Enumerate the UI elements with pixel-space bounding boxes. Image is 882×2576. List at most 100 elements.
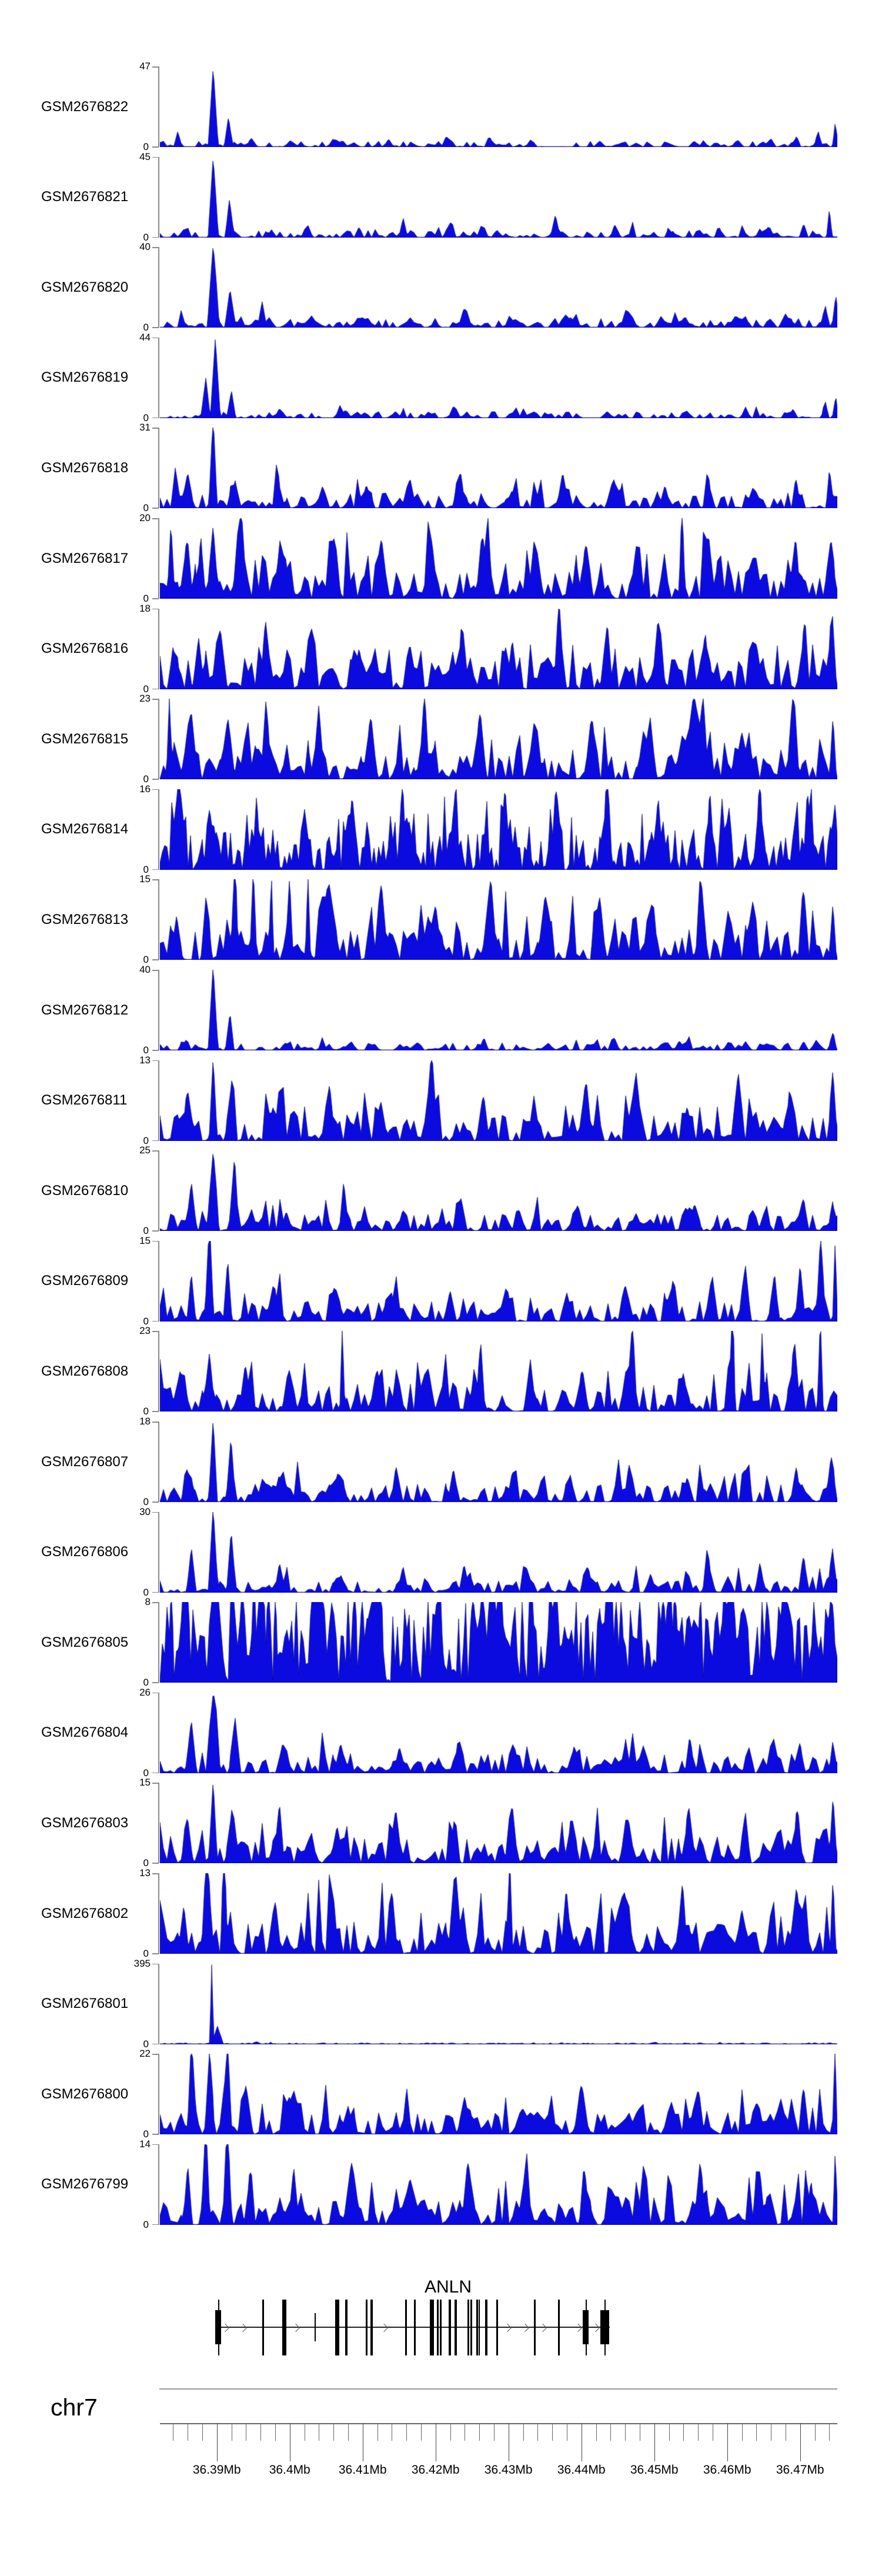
y-axis-top-tick bbox=[152, 1331, 159, 1332]
ruler-minor-tick bbox=[741, 2423, 743, 2441]
ruler-minor-tick bbox=[814, 2423, 816, 2441]
y-axis-top-tick bbox=[152, 1150, 159, 1152]
y-axis-line bbox=[158, 1963, 159, 2044]
y-axis-zero-label: 0 bbox=[143, 2218, 149, 2230]
y-axis-bottom-tick bbox=[152, 508, 159, 509]
y-axis-top-tick bbox=[152, 518, 159, 519]
y-axis-bottom-tick bbox=[152, 1320, 159, 1322]
y-axis-bottom-tick bbox=[152, 2224, 159, 2225]
ruler-minor-tick bbox=[610, 2423, 612, 2441]
y-axis-line bbox=[158, 789, 159, 870]
coverage-signal bbox=[160, 879, 837, 960]
y-axis-top-tick bbox=[152, 1602, 159, 1603]
strand-arrow-icon bbox=[239, 2323, 248, 2332]
y-axis-bottom-tick bbox=[152, 327, 159, 328]
coverage-signal bbox=[160, 1422, 837, 1502]
y-axis-line bbox=[158, 428, 159, 509]
exon bbox=[413, 2300, 416, 2355]
y-axis-zero-label: 0 bbox=[143, 1045, 149, 1056]
y-axis-zero-label: 0 bbox=[143, 593, 149, 604]
y-axis-top-tick bbox=[152, 699, 159, 700]
ruler-axis-line bbox=[160, 2423, 837, 2424]
y-axis-top-tick bbox=[152, 66, 159, 68]
y-axis-max-label: 47 bbox=[139, 61, 151, 72]
track-name-label: GSM2676822 bbox=[41, 98, 129, 115]
strand-arrow-icon bbox=[380, 2323, 389, 2332]
y-axis-top-tick bbox=[152, 1783, 159, 1784]
y-axis-zero-label: 0 bbox=[143, 2038, 149, 2050]
track-name-label: GSM2676800 bbox=[41, 2086, 129, 2102]
exon bbox=[437, 2300, 439, 2355]
ruler-minor-tick bbox=[348, 2423, 349, 2441]
track-name-label: GSM2676801 bbox=[41, 1996, 129, 2012]
ruler-major-tick bbox=[727, 2423, 729, 2461]
track-name-label: GSM2676813 bbox=[41, 911, 129, 927]
track-name-label: GSM2676802 bbox=[41, 1905, 129, 1921]
coverage-signal bbox=[160, 428, 837, 509]
track-name-label: GSM2676803 bbox=[41, 1814, 129, 1831]
ruler-major-tick bbox=[654, 2423, 656, 2461]
y-axis-bottom-tick bbox=[152, 2134, 159, 2135]
exon bbox=[262, 2300, 265, 2355]
y-axis-top-tick bbox=[152, 337, 159, 339]
y-axis-zero-label: 0 bbox=[143, 231, 149, 243]
coverage-signal bbox=[160, 2144, 837, 2225]
y-axis-top-tick bbox=[152, 1873, 159, 1874]
exon bbox=[429, 2300, 435, 2355]
y-axis-bottom-tick bbox=[152, 146, 159, 148]
y-axis-bottom-tick bbox=[152, 688, 159, 690]
ruler-minor-tick bbox=[420, 2423, 422, 2441]
exon bbox=[449, 2300, 451, 2355]
y-axis-top-tick bbox=[152, 1511, 159, 1513]
y-axis-bottom-tick bbox=[152, 1411, 159, 1412]
strand-arrow-icon bbox=[503, 2323, 512, 2332]
exon bbox=[467, 2300, 469, 2355]
exon bbox=[496, 2300, 499, 2355]
track-name-label: GSM2676806 bbox=[41, 1544, 129, 1560]
y-axis-top-tick bbox=[152, 428, 159, 429]
y-axis-line bbox=[158, 1873, 159, 1954]
y-axis-line bbox=[158, 1692, 159, 1773]
y-axis-max-label: 45 bbox=[139, 151, 151, 162]
ruler-tick-label: 36.46Mb bbox=[703, 2463, 751, 2477]
ruler-minor-tick bbox=[493, 2423, 495, 2441]
exon bbox=[534, 2300, 536, 2355]
y-axis-zero-label: 0 bbox=[143, 773, 149, 785]
y-axis-line bbox=[158, 247, 159, 328]
coverage-signal bbox=[160, 699, 837, 780]
y-axis-max-label: 8 bbox=[145, 1596, 151, 1608]
strand-arrow-icon bbox=[574, 2323, 583, 2332]
transcript-line bbox=[215, 2327, 610, 2328]
exon bbox=[335, 2300, 340, 2355]
y-axis-bottom-tick bbox=[152, 236, 159, 238]
ruler-major-tick bbox=[289, 2423, 291, 2461]
y-axis-max-label: 25 bbox=[139, 1144, 151, 1156]
coverage-signal bbox=[160, 1060, 837, 1141]
y-axis-line bbox=[158, 879, 159, 960]
ruler-minor-tick bbox=[552, 2423, 553, 2441]
track-name-label: GSM2676815 bbox=[41, 730, 129, 747]
y-axis-max-label: 23 bbox=[139, 693, 151, 705]
y-axis-top-tick bbox=[152, 1692, 159, 1694]
y-axis-max-label: 16 bbox=[139, 783, 151, 795]
strand-arrow-icon bbox=[592, 2323, 600, 2332]
y-axis-bottom-tick bbox=[152, 1953, 159, 1954]
ruler-tick-label: 36.45Mb bbox=[630, 2463, 679, 2477]
y-axis-zero-label: 0 bbox=[143, 1857, 149, 1869]
y-axis-bottom-tick bbox=[152, 869, 159, 870]
ruler-tick-label: 36.39Mb bbox=[192, 2463, 241, 2477]
coverage-signal bbox=[160, 156, 837, 238]
coverage-signal bbox=[160, 1150, 837, 1232]
track-name-label: GSM2676820 bbox=[41, 279, 129, 295]
ruler-minor-tick bbox=[479, 2423, 480, 2441]
strand-arrow-icon bbox=[521, 2323, 530, 2332]
track-name-label: GSM2676811 bbox=[41, 1092, 128, 1109]
exon bbox=[485, 2300, 487, 2355]
y-axis-top-tick bbox=[152, 1060, 159, 1062]
y-axis-line bbox=[158, 2054, 159, 2135]
y-axis-bottom-tick bbox=[152, 1230, 159, 1232]
ruler-minor-tick bbox=[333, 2423, 335, 2441]
y-axis-zero-label: 0 bbox=[143, 1406, 149, 1417]
exon bbox=[405, 2300, 407, 2355]
track-name-label: GSM2676821 bbox=[41, 189, 129, 205]
